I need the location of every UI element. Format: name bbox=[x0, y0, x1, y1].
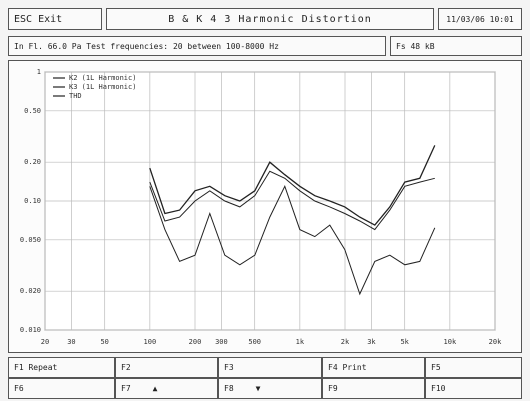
y-tick-label: 0.050 bbox=[20, 236, 41, 244]
key-label: F7 bbox=[121, 384, 131, 393]
window-title: B & K 4 3 Harmonic Distortion bbox=[106, 8, 434, 30]
key-label: F4 Print bbox=[328, 363, 367, 372]
y-tick-label: 0.010 bbox=[20, 326, 41, 334]
x-tick-label: 100 bbox=[144, 338, 157, 346]
key-symbol: ▲ bbox=[152, 384, 158, 393]
x-tick-label: 2k bbox=[341, 338, 350, 346]
function-key[interactable]: F7 ▲ bbox=[115, 378, 218, 399]
x-tick-label: 1k bbox=[296, 338, 305, 346]
sample-rate: Fs 48 kB bbox=[390, 36, 522, 56]
legend-label: THD bbox=[69, 92, 82, 100]
x-tick-label: 5k bbox=[400, 338, 409, 346]
y-tick-label: 1 bbox=[37, 68, 41, 76]
function-key[interactable]: F2 bbox=[115, 357, 218, 378]
legend-label: K3 (1L Harmonic) bbox=[69, 83, 136, 91]
x-tick-label: 3k bbox=[367, 338, 376, 346]
key-label: F8 bbox=[224, 384, 234, 393]
function-key[interactable]: F4 Print bbox=[322, 357, 425, 378]
key-label: F10 bbox=[431, 384, 446, 393]
x-tick-label: 20 bbox=[41, 338, 49, 346]
key-label: F3 bbox=[224, 363, 234, 372]
key-label: F9 bbox=[328, 384, 338, 393]
y-tick-label: 0.020 bbox=[20, 287, 41, 295]
exit-button[interactable]: ESC Exit bbox=[8, 8, 102, 30]
function-key[interactable]: F8 ▼ bbox=[218, 378, 322, 399]
x-tick-label: 200 bbox=[189, 338, 202, 346]
datetime: 11/03/06 10:01 bbox=[438, 8, 522, 30]
key-label: F6 bbox=[14, 384, 24, 393]
y-tick-label: 0.20 bbox=[24, 158, 41, 166]
y-tick-label: 0.10 bbox=[24, 197, 41, 205]
series-line bbox=[149, 170, 435, 231]
x-tick-label: 50 bbox=[100, 338, 108, 346]
function-key[interactable]: F5 bbox=[425, 357, 522, 378]
function-key[interactable]: F3 bbox=[218, 357, 322, 378]
key-symbol: ▼ bbox=[255, 384, 261, 393]
function-key[interactable]: F9 bbox=[322, 378, 425, 399]
x-tick-label: 20k bbox=[489, 338, 502, 346]
key-label: F2 bbox=[121, 363, 131, 372]
series-line bbox=[149, 184, 436, 296]
x-tick-label: 10k bbox=[444, 338, 457, 346]
key-label: F5 bbox=[431, 363, 441, 372]
x-tick-label: 30 bbox=[67, 338, 75, 346]
x-tick-label: 500 bbox=[248, 338, 261, 346]
series-line bbox=[149, 145, 436, 226]
info-text: In Fl. 66.0 Pa Test frequencies: 20 betw… bbox=[8, 36, 386, 56]
function-key[interactable]: F6 bbox=[8, 378, 115, 399]
function-key[interactable]: F1 Repeat bbox=[8, 357, 115, 378]
function-key[interactable]: F10 bbox=[425, 378, 522, 399]
x-tick-label: 300 bbox=[215, 338, 228, 346]
y-tick-label: 0.50 bbox=[24, 107, 41, 115]
legend-label: K2 (1L Harmonic) bbox=[69, 74, 136, 82]
key-label: F1 Repeat bbox=[14, 363, 58, 372]
